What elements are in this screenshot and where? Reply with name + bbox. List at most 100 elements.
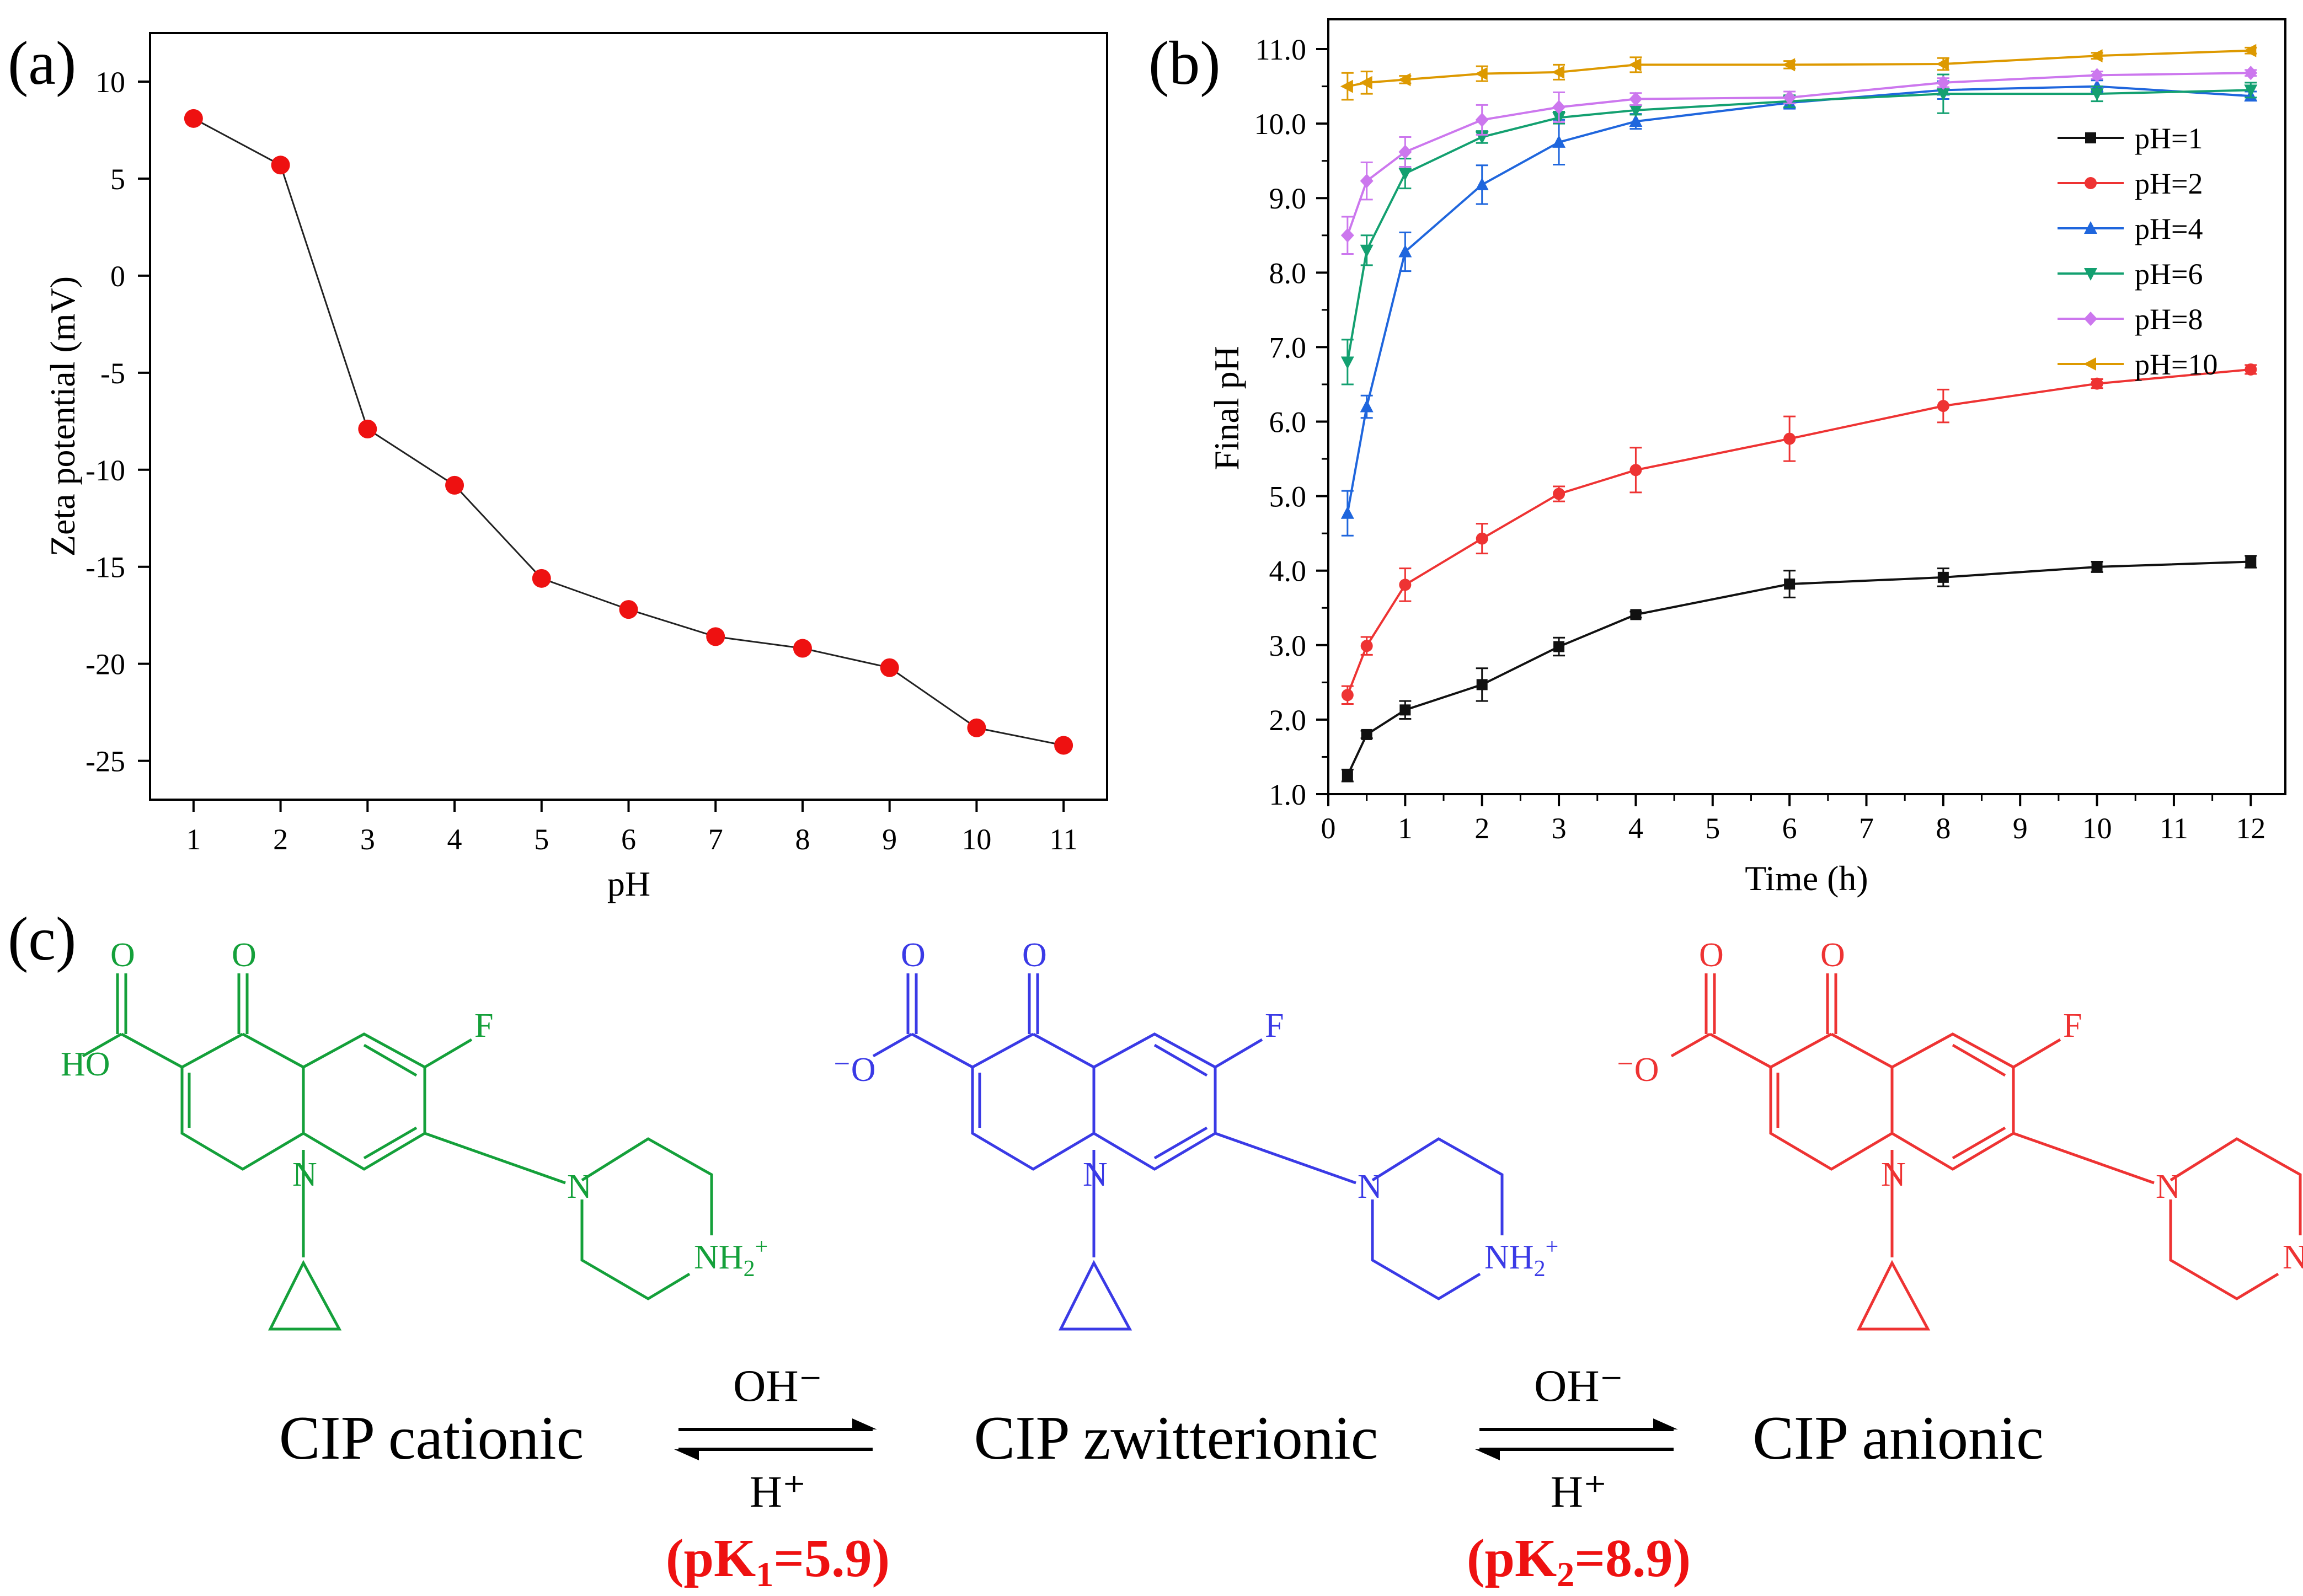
x-tick-label-a: 5 bbox=[534, 823, 549, 856]
data-point-square bbox=[1937, 571, 1949, 583]
data-point-square bbox=[1784, 579, 1796, 590]
y-tick-label-a: -5 bbox=[100, 357, 125, 390]
y-tick-label-a: -20 bbox=[86, 648, 125, 681]
legend-b: pH=1 pH=2 pH=4 pH=6 pH=8 pH=10 bbox=[2058, 122, 2217, 381]
data-point-circle bbox=[1937, 400, 1949, 413]
data-point-triangle-up bbox=[1398, 244, 1412, 258]
data-point-triangle-down bbox=[1398, 168, 1412, 181]
x-tick-label-b: 10 bbox=[2082, 812, 2112, 845]
atom-f: F bbox=[1265, 1007, 1284, 1045]
data-point bbox=[1054, 736, 1073, 755]
data-point-triangle-left bbox=[2243, 44, 2257, 57]
data-point-circle bbox=[1476, 532, 1488, 545]
x-tick-label-b: 12 bbox=[2236, 812, 2265, 845]
x-tick-label-a: 9 bbox=[882, 823, 897, 856]
x-tick-label-a: 7 bbox=[708, 823, 723, 856]
legend-label: pH=8 bbox=[2135, 303, 2203, 336]
y-tick-label-b: 11.0 bbox=[1255, 33, 1307, 66]
panel-label-b: (b) bbox=[1148, 29, 1221, 98]
reagent-h-plus-1: H⁺ bbox=[750, 1466, 806, 1517]
data-point-circle bbox=[1360, 640, 1373, 652]
data-point-circle bbox=[1399, 579, 1412, 591]
molecule-cip-zwitterionic bbox=[872, 973, 1504, 1331]
data-point-triangle-left bbox=[1398, 73, 1411, 87]
x-tick-label-b: 2 bbox=[1474, 812, 1489, 845]
data-point-square bbox=[1476, 679, 1488, 690]
x-tick-label-b: 9 bbox=[2013, 812, 2028, 845]
atom-nh2-plus: NH2+ bbox=[1484, 1234, 1558, 1282]
data-point-triangle-down bbox=[1629, 104, 1643, 117]
data-point-triangle-down bbox=[1936, 88, 1950, 101]
y-tick-label-b: 8.0 bbox=[1269, 256, 1307, 290]
data-point-triangle-left bbox=[1628, 58, 1642, 72]
y-tick-label-b: 3.0 bbox=[1269, 629, 1307, 662]
atom-n: N bbox=[2156, 1168, 2181, 1206]
atom-labels-zwitterionic: O O ⁻O F N N NH2+ bbox=[833, 936, 1558, 1282]
data-point-triangle-left bbox=[1936, 57, 1949, 71]
atom-ho: HO bbox=[61, 1046, 110, 1083]
atom-n: N bbox=[1881, 1156, 1906, 1193]
data-point-square bbox=[1399, 704, 1411, 716]
data-point bbox=[445, 475, 464, 495]
data-point-triangle-down bbox=[2090, 88, 2104, 101]
data-point-triangle-down bbox=[1360, 244, 1374, 258]
x-axis-label-b: Time (h) bbox=[1745, 859, 1868, 898]
data-point-triangle-up bbox=[1629, 114, 1643, 127]
legend-item: pH=2 bbox=[2058, 167, 2203, 200]
panel-c-cip-speciation-scheme: (c) bbox=[8, 905, 2303, 1594]
series-line bbox=[1346, 560, 2251, 776]
atom-o: O bbox=[1699, 936, 1724, 974]
legend-item: pH=6 bbox=[2058, 258, 2203, 291]
atom-nh2-plus: NH2+ bbox=[694, 1234, 768, 1282]
data-point-diamond bbox=[1475, 113, 1489, 127]
reagent-oh-minus-2: OH⁻ bbox=[1534, 1361, 1623, 1411]
x-tick-label-a: 3 bbox=[360, 823, 375, 856]
y-tick-label-a: -15 bbox=[86, 551, 125, 584]
y-tick-label-b: 2.0 bbox=[1269, 704, 1307, 737]
data-point-circle bbox=[1629, 464, 1642, 476]
data-point-diamond bbox=[2244, 66, 2258, 81]
data-point-triangle-up bbox=[2084, 221, 2097, 234]
y-axis-label-a: Zeta potential (mV) bbox=[43, 276, 82, 556]
y-tick-label-b: 6.0 bbox=[1269, 406, 1307, 439]
data-point-square bbox=[1553, 641, 1565, 652]
x-tick-label-b: 1 bbox=[1398, 812, 1413, 845]
data-point bbox=[793, 639, 812, 658]
x-tick-label-a: 2 bbox=[273, 823, 288, 856]
data-point-circle bbox=[1553, 488, 1565, 500]
atom-labels-cationic: O O HO F N N NH2+ bbox=[61, 936, 768, 1282]
data-point bbox=[967, 718, 986, 737]
series-line bbox=[193, 117, 1064, 746]
y-tick-label-b: 5.0 bbox=[1269, 480, 1307, 513]
data-point-diamond bbox=[2090, 68, 2104, 83]
series-pH=8 bbox=[1340, 66, 2258, 255]
data-point-triangle-down bbox=[1340, 356, 1354, 369]
y-tick-label-b: 9.0 bbox=[1269, 182, 1307, 215]
x-tick-label-b: 8 bbox=[1936, 812, 1951, 845]
data-point-diamond bbox=[1783, 90, 1797, 105]
pk1-label: (pK1=5.9) bbox=[666, 1529, 890, 1594]
series-pH=4 bbox=[1340, 79, 2258, 537]
data-point-diamond bbox=[1398, 144, 1412, 159]
x-axis-label-a: pH bbox=[607, 864, 650, 903]
atom-o: O bbox=[232, 936, 257, 974]
species-label-zwitterionic: CIP zwitterionic bbox=[974, 1404, 1378, 1472]
y-tick-label-a: 0 bbox=[110, 260, 125, 293]
legend-label: pH=1 bbox=[2135, 122, 2203, 155]
atom-o-minus: ⁻O bbox=[1616, 1051, 1659, 1089]
species-label-cationic: CIP cationic bbox=[279, 1404, 584, 1472]
data-point-triangle-left bbox=[1359, 76, 1372, 89]
legend-item: pH=10 bbox=[2058, 348, 2217, 381]
data-point-triangle-up bbox=[1340, 506, 1354, 519]
x-tick-label-b: 6 bbox=[1782, 812, 1797, 845]
data-point-circle bbox=[2091, 377, 2103, 390]
data-point-square bbox=[2085, 132, 2096, 143]
atom-n: N bbox=[567, 1168, 592, 1206]
panel-b-final-ph-chart: (b) 0 1 2 3 4 5 6 7 8 9 10 11 12 1.02.03.04.05.06.07… bbox=[1148, 18, 2286, 898]
series-line bbox=[1346, 368, 2251, 696]
x-tick-label-a: 10 bbox=[961, 823, 991, 856]
series-line-a bbox=[193, 117, 1064, 746]
x-axis-a: 1 2 3 4 5 6 7 8 9 10 11 bbox=[186, 800, 1078, 856]
